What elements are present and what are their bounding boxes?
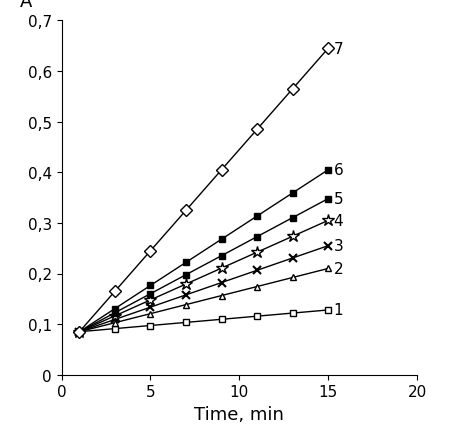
Y-axis label: A: A — [20, 0, 32, 11]
Text: 5: 5 — [334, 192, 343, 207]
X-axis label: Time, min: Time, min — [194, 405, 284, 423]
Text: 2: 2 — [334, 261, 343, 276]
Text: 1: 1 — [334, 303, 343, 318]
Text: 3: 3 — [334, 239, 343, 253]
Text: 4: 4 — [334, 213, 343, 228]
Text: 7: 7 — [334, 42, 343, 57]
Text: 6: 6 — [334, 163, 343, 178]
